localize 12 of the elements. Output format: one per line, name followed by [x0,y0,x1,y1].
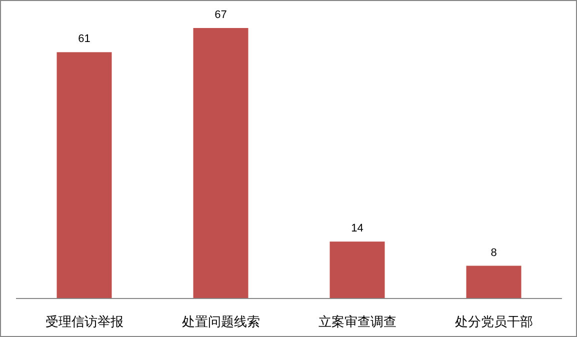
x-tick-label: 处置问题线索 [182,314,260,329]
bar [330,242,385,298]
bar [193,28,248,298]
x-tick-label: 立案审查调查 [318,314,396,329]
data-label: 67 [214,9,227,21]
data-label: 61 [78,33,90,46]
x-tick-label: 处分党员干部 [454,314,533,329]
data-label: 8 [490,246,497,259]
x-tick-label: 受理信访举报 [45,314,124,329]
data-label: 14 [351,222,364,235]
bar [466,266,522,298]
bar [56,52,112,298]
